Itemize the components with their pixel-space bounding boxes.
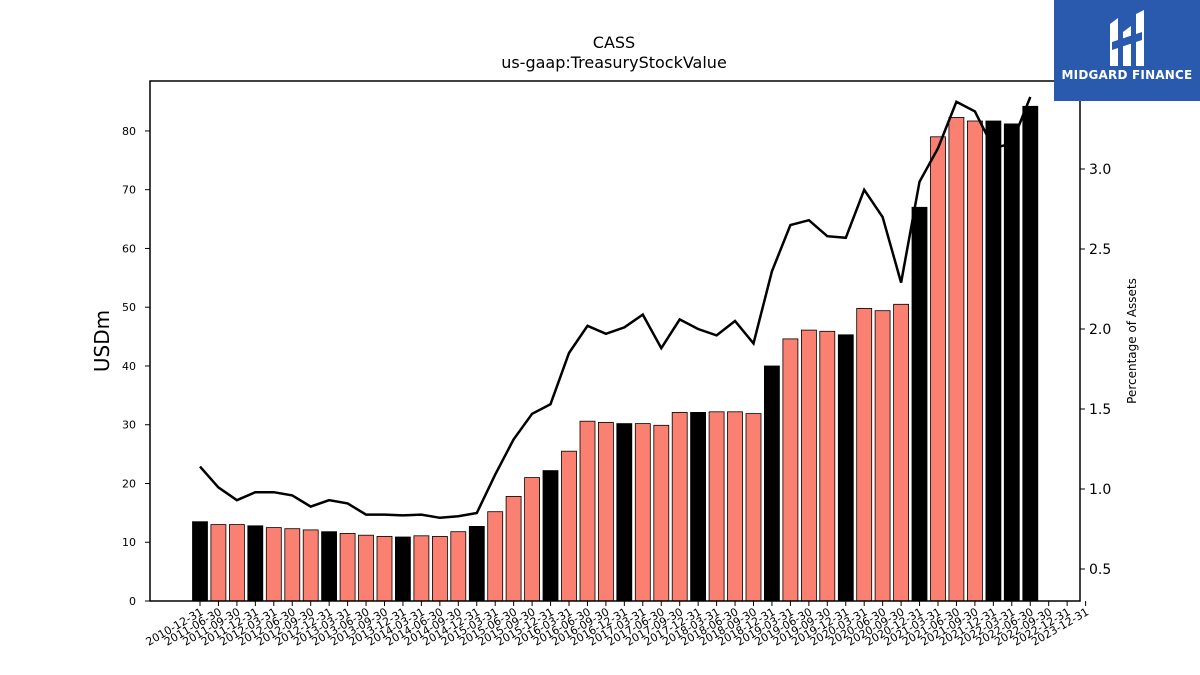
bar [598, 421, 614, 602]
y-tick-label: 70 [122, 184, 136, 197]
bar [302, 529, 319, 602]
bar [967, 120, 983, 602]
right-tick-label: 2.0 [1089, 322, 1111, 338]
right-tick-label: 1.5 [1089, 402, 1111, 418]
chart-title: CASS [593, 33, 635, 52]
right-tick-label: 3.0 [1089, 162, 1111, 178]
bar [524, 477, 540, 602]
bar [616, 423, 633, 602]
bar [911, 206, 928, 602]
bar [708, 411, 725, 602]
bar [247, 525, 264, 602]
bar [745, 413, 762, 602]
bar [819, 330, 836, 602]
plot-frame [149, 80, 1081, 602]
bar [837, 334, 854, 602]
bar [450, 531, 467, 602]
bar [542, 470, 559, 602]
brand-name: MIDGARD FINANCE [1061, 68, 1193, 82]
bar [228, 524, 245, 602]
right-axis-ticks: 0.5 1.0 1.5 2.0 2.5 3.0 [1080, 162, 1111, 578]
y-tick-label: 10 [122, 536, 136, 549]
y-tick-label: 0 [129, 595, 136, 608]
bar [431, 536, 448, 602]
bar [948, 117, 965, 602]
bar [265, 527, 282, 602]
left-axis-ticks: 0 10 20 30 40 50 60 70 80 [122, 125, 150, 608]
y-tick-label: 80 [122, 125, 136, 138]
bar [192, 521, 208, 602]
bar [985, 120, 1002, 602]
bar [874, 310, 891, 602]
y-tick-label: 20 [122, 477, 136, 490]
right-tick-label: 2.5 [1089, 242, 1111, 258]
bar [284, 528, 301, 602]
bar [893, 303, 909, 602]
bar [727, 411, 743, 602]
bar [634, 423, 651, 602]
bar [671, 411, 688, 602]
bar [505, 495, 522, 602]
y-axis-label-right: Percentage of Assets [1125, 278, 1139, 404]
bar [690, 411, 706, 602]
bar [930, 136, 946, 602]
bar [487, 511, 504, 602]
bar [782, 338, 799, 602]
right-tick-label: 0.5 [1089, 562, 1111, 578]
bar [376, 536, 393, 602]
bar [394, 536, 411, 602]
y-tick-label: 50 [122, 301, 136, 314]
x-axis-ticks: 2010-12-312011-06-302011-09-302011-12-31… [144, 601, 1091, 649]
bar [653, 424, 670, 602]
bar [856, 307, 873, 602]
bar [321, 531, 338, 602]
chart-subtitle: us-gaap:TreasuryStockValue [501, 53, 727, 72]
bar [561, 450, 577, 602]
brand-logo: MIDGARD FINANCE [1054, 0, 1200, 101]
y-tick-label: 40 [122, 360, 136, 373]
y-tick-label: 60 [122, 242, 136, 255]
bar-series [192, 105, 1039, 602]
bar [468, 526, 485, 602]
y-tick-label: 30 [122, 419, 136, 432]
bar [801, 329, 817, 602]
bar [579, 420, 596, 602]
bar [413, 535, 430, 602]
percentage-line [199, 96, 1032, 520]
bar [210, 524, 227, 602]
bar [1022, 105, 1039, 602]
bar [358, 534, 374, 602]
right-tick-label: 1.0 [1089, 482, 1111, 498]
bar [339, 533, 356, 602]
y-axis-label-left: USDm [90, 310, 114, 372]
bar [1003, 123, 1020, 602]
midgard-logo-icon [1110, 10, 1144, 66]
bar [764, 365, 780, 602]
